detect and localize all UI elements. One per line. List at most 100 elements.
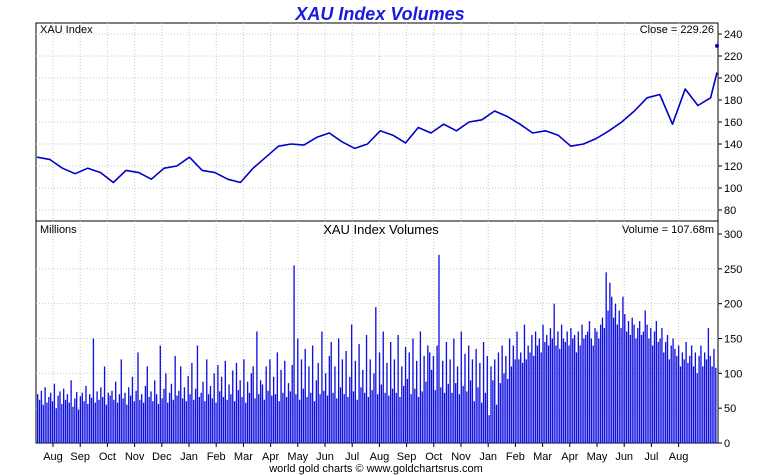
volume-bar	[637, 328, 639, 443]
volume-bar	[700, 345, 702, 443]
volume-bar	[547, 345, 550, 443]
volume-bar	[464, 353, 466, 443]
volume-bar	[462, 385, 464, 443]
volume-bar	[237, 390, 239, 443]
volume-bar	[319, 394, 321, 443]
volume-bar	[224, 360, 226, 443]
volume-bar	[605, 272, 607, 443]
volume-bar	[89, 394, 91, 443]
volume-bar	[83, 401, 85, 443]
volume-bar	[44, 387, 46, 443]
volume-bar	[399, 397, 401, 443]
volume-bar	[289, 391, 292, 443]
volume-bar	[358, 344, 360, 443]
volume-bar	[120, 359, 122, 443]
volume-bar	[53, 383, 56, 443]
volume-bar	[585, 335, 587, 443]
volume-bar	[676, 355, 678, 443]
volume-bar	[103, 366, 106, 443]
volume-units-label: Millions	[40, 224, 77, 236]
volume-bar	[181, 398, 184, 443]
price-panel	[35, 22, 719, 222]
volume-bar	[354, 360, 357, 443]
x-tick-label: Jun	[316, 451, 334, 463]
volume-bar	[139, 399, 141, 443]
volume-bar	[475, 348, 477, 443]
volume-bar	[276, 352, 279, 443]
volume-tick-label: 150	[724, 334, 742, 346]
volume-bar	[378, 352, 381, 443]
volume-panel-title: XAU Index Volumes	[323, 222, 439, 237]
x-tick-label: Dec	[152, 451, 172, 463]
volume-bar	[666, 335, 669, 443]
volume-bar	[577, 331, 579, 443]
volume-bar	[681, 352, 684, 443]
volume-bar	[388, 395, 390, 443]
volume-bar	[271, 395, 273, 443]
volume-bar	[239, 380, 241, 443]
volume-bar	[37, 394, 39, 443]
volume-bar	[443, 392, 446, 443]
volume-bar	[79, 396, 82, 443]
volume-bar	[163, 388, 165, 443]
volume-bar	[482, 342, 485, 443]
volume-bar	[129, 395, 132, 443]
volume-bar	[193, 399, 195, 443]
volume-bar	[142, 402, 145, 443]
volume-bar	[66, 394, 69, 443]
volume-bar	[713, 348, 715, 443]
volume-bar	[555, 345, 557, 443]
volume-bar	[131, 376, 134, 443]
x-tick-label: Jul	[345, 451, 359, 463]
volume-bar	[419, 331, 422, 443]
volume-bar	[618, 310, 620, 443]
x-tick-label: May	[287, 451, 308, 463]
volume-bar	[61, 404, 63, 443]
volume-bar	[313, 401, 316, 443]
volume-bar	[272, 376, 275, 443]
volume-bar	[705, 359, 708, 443]
volume-bar	[291, 365, 293, 443]
volume-bar	[401, 366, 403, 443]
x-tick-label: Aug	[370, 451, 390, 463]
volume-bar	[183, 387, 186, 443]
x-tick-label: Oct	[99, 451, 116, 463]
volume-bar	[536, 345, 539, 443]
volume-bar	[456, 366, 459, 443]
volume-bar	[451, 392, 453, 443]
volume-bar	[343, 394, 345, 443]
volume-bar	[118, 394, 121, 443]
price-tick-label: 200	[724, 73, 742, 85]
volume-bar	[599, 324, 602, 443]
volume-bar	[391, 388, 394, 443]
volume-bar	[601, 317, 604, 443]
volume-bar	[362, 369, 364, 443]
volume-bar	[124, 392, 126, 443]
volume-bar	[518, 359, 520, 443]
volume-bar	[42, 404, 44, 443]
volume-bar	[51, 401, 54, 443]
price-tick-label: 120	[724, 161, 742, 173]
volume-bar	[445, 342, 448, 443]
volume-grid	[36, 221, 718, 443]
volume-tick-label: 300	[724, 229, 742, 241]
volume-tick-label: 50	[724, 403, 736, 415]
volume-bar	[170, 383, 173, 443]
volume-bar	[572, 338, 574, 443]
volume-bar	[70, 380, 72, 443]
price-series-label: XAU Index	[40, 24, 93, 36]
volume-bar	[267, 390, 269, 444]
price-series	[36, 43, 719, 184]
volume-bar	[213, 373, 215, 443]
volume-bar	[540, 352, 542, 443]
volume-bar	[544, 342, 546, 443]
volume-bar	[551, 338, 553, 443]
volume-bar	[77, 409, 80, 443]
volume-bar	[302, 388, 305, 443]
volume-bar	[59, 391, 61, 443]
volume-bar	[178, 390, 180, 444]
volume-bar	[408, 352, 410, 443]
volume-bar	[189, 394, 191, 443]
volume-bar	[256, 331, 258, 443]
volume-bar	[469, 380, 472, 443]
